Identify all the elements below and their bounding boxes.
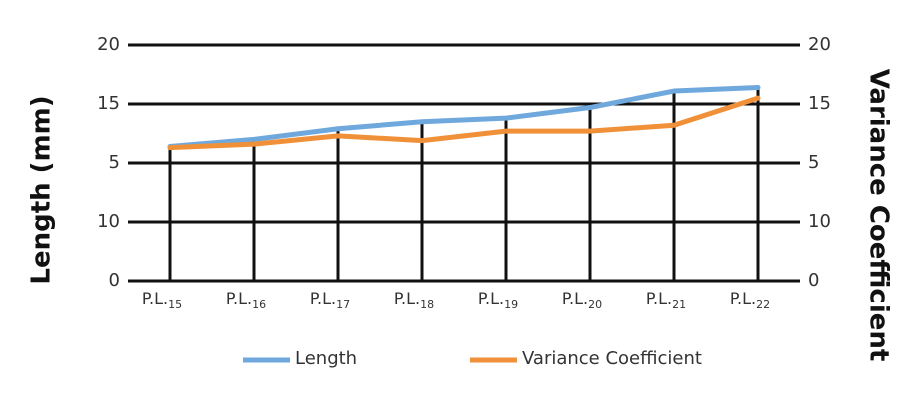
y-axis-title: Length (mm) [27, 95, 57, 284]
x-tick-label: P.L.15 [142, 289, 182, 312]
x-tick-sub: 16 [252, 298, 266, 311]
y2-tick-label: 15 [808, 93, 831, 114]
x-tick-label: P.L.19 [478, 289, 518, 312]
y-tick-label: 15 [97, 93, 120, 114]
x-tick-sub: 22 [756, 298, 770, 311]
x-tick-base: P.L. [310, 289, 336, 308]
series-line [167, 95, 761, 151]
legend-label: Variance Coefficient [522, 348, 702, 369]
x-tick-sub: 17 [336, 298, 350, 311]
x-tick-sub: 20 [588, 298, 602, 311]
x-tick-label: P.L.20 [562, 289, 602, 312]
y-tick-label: 0 [109, 270, 120, 291]
y2-axis-title: Variance Coefficient [864, 69, 894, 362]
x-tick-label: P.L.21 [646, 289, 686, 312]
x-tick-base: P.L. [478, 289, 504, 308]
y2-tick-label: 0 [808, 270, 819, 291]
x-tick-base: P.L. [226, 289, 252, 308]
x-tick-base: P.L. [394, 289, 420, 308]
x-tick-sub: 21 [672, 298, 686, 311]
legend-label: Length [295, 348, 357, 369]
x-tick-label: P.L.16 [226, 289, 266, 312]
x-tick-base: P.L. [730, 289, 756, 308]
y2-tick-label: 10 [808, 211, 831, 232]
x-tick-base: P.L. [562, 289, 588, 308]
y-tick-label: 20 [97, 34, 120, 55]
x-tick-base: P.L. [142, 289, 168, 308]
x-tick-label: P.L.22 [730, 289, 770, 312]
y-tick-label: 5 [109, 152, 120, 173]
x-tick-label: P.L.17 [310, 289, 350, 312]
x-tick-sub: 19 [504, 298, 518, 311]
y2-tick-label: 20 [808, 34, 831, 55]
series-line [167, 84, 761, 149]
x-tick-base: P.L. [646, 289, 672, 308]
x-tick-sub: 15 [168, 298, 182, 311]
y-tick-label: 10 [97, 211, 120, 232]
x-tick-sub: 18 [420, 298, 434, 311]
x-tick-label: P.L.18 [394, 289, 434, 312]
y2-tick-label: 5 [808, 152, 819, 173]
